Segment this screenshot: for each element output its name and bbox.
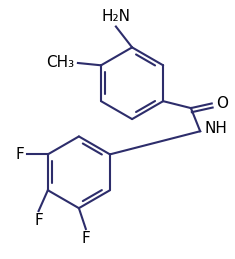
Text: F: F: [34, 213, 43, 228]
Text: F: F: [16, 147, 25, 162]
Text: NH: NH: [205, 121, 228, 136]
Text: CH₃: CH₃: [46, 55, 74, 70]
Text: O: O: [216, 96, 228, 111]
Text: H₂N: H₂N: [102, 9, 130, 24]
Text: F: F: [82, 231, 90, 246]
